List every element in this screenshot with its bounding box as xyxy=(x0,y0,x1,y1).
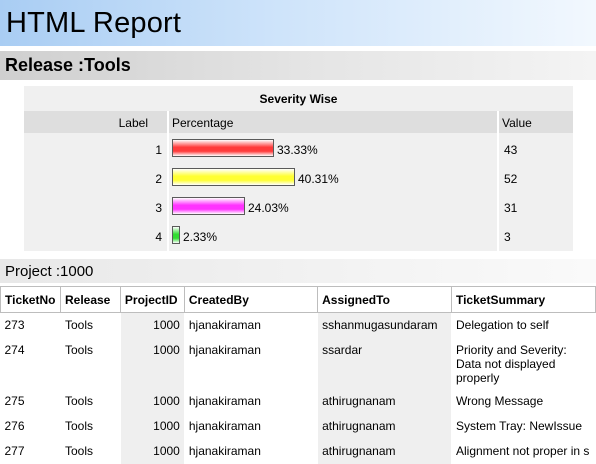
created-by-cell: hjanakiraman xyxy=(184,337,319,389)
release-cell: Tools xyxy=(60,413,121,439)
ticket-no-cell: 274 xyxy=(0,337,61,389)
severity-label: 2 xyxy=(155,172,162,186)
ticket-summary-cell: Priority and Severity: Data not displaye… xyxy=(451,337,596,389)
release-cell: Tools xyxy=(60,312,121,338)
severity-value: 31 xyxy=(504,201,518,215)
ticket-summary-cell: Delegation to self xyxy=(451,312,596,338)
project-id-cell: 1000 xyxy=(120,413,185,439)
table-header-row: TicketNo Release ProjectID CreatedBy Ass… xyxy=(0,286,596,313)
column-header-ticketno[interactable]: TicketNo xyxy=(0,286,61,313)
column-header-ticketsummary[interactable]: TicketSummary xyxy=(450,286,596,313)
severity-row: 3 24.03% 31 xyxy=(24,197,573,219)
severity-bar xyxy=(172,139,274,157)
severity-bar xyxy=(172,168,295,186)
ticket-no-cell: 275 xyxy=(0,388,61,414)
project-id-cell: 1000 xyxy=(120,388,185,414)
release-cell: Tools xyxy=(60,388,121,414)
severity-percentage: 2.33% xyxy=(183,230,218,244)
percentage-column-header: Percentage xyxy=(172,116,234,130)
assigned-to-cell: athirugnanam xyxy=(317,413,452,439)
column-divider xyxy=(497,111,499,251)
table-row[interactable]: 273 Tools 1000 hjanakiraman sshanmugasun… xyxy=(0,312,596,338)
severity-value: 52 xyxy=(504,172,518,186)
report-header: HTML Report xyxy=(0,0,596,46)
project-title: Project :1000 xyxy=(5,262,94,280)
tickets-table: TicketNo Release ProjectID CreatedBy Ass… xyxy=(0,286,596,464)
release-section-header: Release :Tools xyxy=(0,51,596,80)
report-title: HTML Report xyxy=(6,6,182,39)
severity-bar xyxy=(172,226,180,244)
severity-bar xyxy=(172,197,245,215)
assigned-to-cell: ssardar xyxy=(317,337,452,389)
severity-label: 1 xyxy=(155,143,162,157)
created-by-cell: hjanakiraman xyxy=(184,388,319,414)
release-cell: Tools xyxy=(60,438,121,464)
ticket-no-cell: 276 xyxy=(0,413,61,439)
severity-percentage: 24.03% xyxy=(248,201,289,215)
severity-row: 1 33.33% 43 xyxy=(24,139,573,161)
assigned-to-cell: athirugnanam xyxy=(317,438,452,464)
created-by-cell: hjanakiraman xyxy=(184,312,319,338)
ticket-summary-cell: Alignment not proper in s xyxy=(451,438,596,464)
project-id-cell: 1000 xyxy=(120,312,185,338)
table-row[interactable]: 274 Tools 1000 hjanakiraman ssardar Prio… xyxy=(0,337,596,389)
column-header-createdby[interactable]: CreatedBy xyxy=(183,286,319,313)
release-title: Release :Tools xyxy=(5,55,131,75)
column-header-release[interactable]: Release xyxy=(59,286,121,313)
project-section-header: Project :1000 xyxy=(0,259,596,283)
ticket-no-cell: 277 xyxy=(0,438,61,464)
ticket-summary-cell: Wrong Message xyxy=(451,388,596,414)
table-row[interactable]: 275 Tools 1000 hjanakiraman athirugnanam… xyxy=(0,388,596,414)
column-header-projectid[interactable]: ProjectID xyxy=(119,286,185,313)
severity-value: 43 xyxy=(504,143,518,157)
column-divider xyxy=(167,111,169,251)
assigned-to-cell: sshanmugasundaram xyxy=(317,312,452,338)
value-column-header: Value xyxy=(502,116,532,130)
severity-column-header: Label Percentage Value xyxy=(24,111,573,133)
label-column-header: Label xyxy=(118,116,148,130)
severity-row: 2 40.31% 52 xyxy=(24,168,573,190)
severity-percentage: 40.31% xyxy=(298,172,339,186)
severity-percentage: 33.33% xyxy=(277,143,318,157)
severity-row: 4 2.33% 3 xyxy=(24,226,573,248)
table-row[interactable]: 277 Tools 1000 hjanakiraman athirugnanam… xyxy=(0,438,596,464)
project-id-cell: 1000 xyxy=(120,337,185,389)
release-cell: Tools xyxy=(60,337,121,389)
severity-label: 3 xyxy=(155,201,162,215)
created-by-cell: hjanakiraman xyxy=(184,413,319,439)
severity-label: 4 xyxy=(155,230,162,244)
severity-heading: Severity Wise xyxy=(259,92,338,106)
created-by-cell: hjanakiraman xyxy=(184,438,319,464)
ticket-no-cell: 273 xyxy=(0,312,61,338)
severity-chart-panel: Severity Wise Label Percentage Value 1 33… xyxy=(24,86,573,251)
project-id-cell: 1000 xyxy=(120,438,185,464)
assigned-to-cell: athirugnanam xyxy=(317,388,452,414)
ticket-summary-cell: System Tray: NewIssue xyxy=(451,413,596,439)
severity-value: 3 xyxy=(504,230,511,244)
table-row[interactable]: 276 Tools 1000 hjanakiraman athirugnanam… xyxy=(0,413,596,439)
column-header-assignedto[interactable]: AssignedTo xyxy=(317,286,452,313)
